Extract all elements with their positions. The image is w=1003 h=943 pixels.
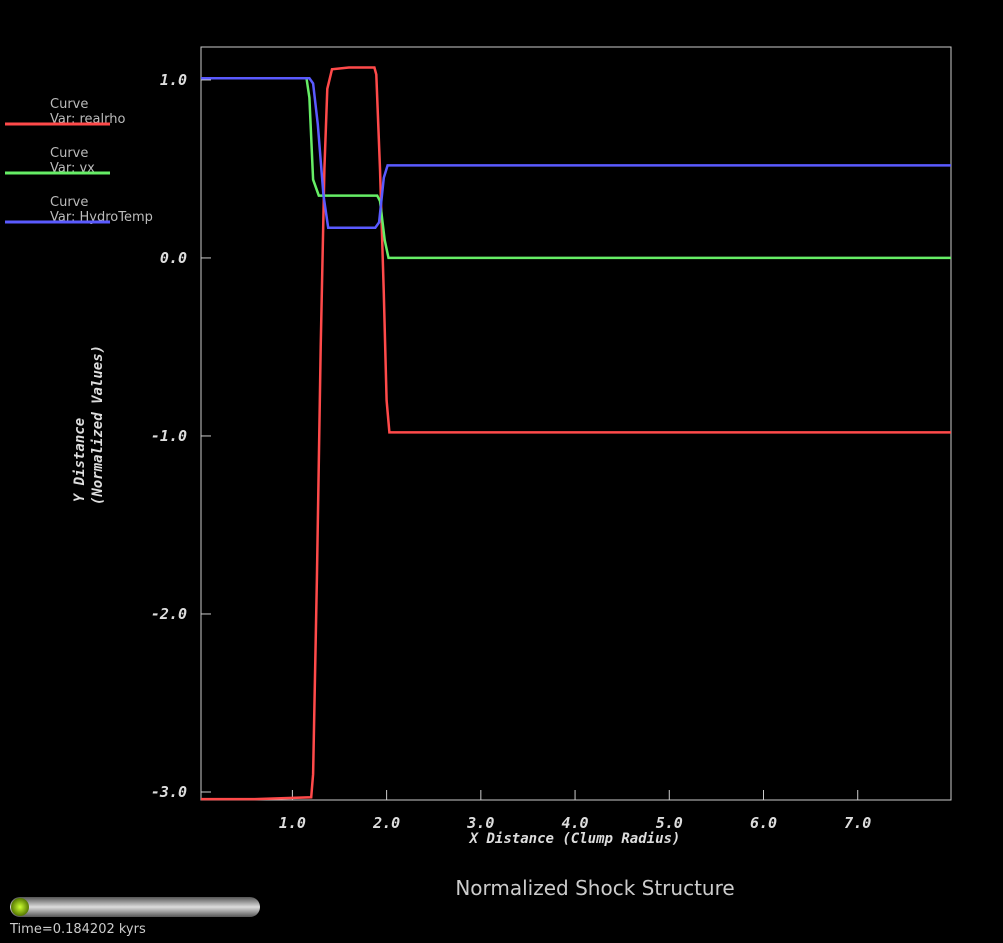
- x-tick-label: 7.0: [844, 814, 871, 832]
- chart-title: Normalized Shock Structure: [455, 876, 734, 900]
- y-tick-label: 1.0: [160, 71, 187, 89]
- time-slider[interactable]: [10, 897, 260, 917]
- y-tick-label: 0.0: [160, 249, 187, 267]
- x-tick-label: 5.0: [656, 814, 683, 832]
- x-tick-label: 4.0: [562, 814, 589, 832]
- curve: [201, 66, 951, 801]
- time-slider-knob[interactable]: [11, 898, 29, 916]
- y-axis-title: Y Distance (Normalized Values): [72, 345, 106, 505]
- time-label: Time=0.184202 kyrs: [9, 922, 146, 937]
- x-tick-label: 6.0: [750, 814, 777, 832]
- legend-title: Curve: [50, 195, 88, 210]
- y-tick-label: -2.0: [151, 605, 187, 623]
- legend-title: Curve: [50, 97, 88, 112]
- curve: [201, 76, 951, 229]
- y-axis-title-line: Y Distance: [72, 418, 88, 502]
- y-tick-label: -3.0: [151, 783, 187, 801]
- plot-frame: [200, 46, 952, 801]
- curve: [201, 76, 951, 260]
- y-axis-title-line: (Normalized Values): [90, 345, 106, 505]
- y-tick-label: -1.0: [151, 427, 187, 445]
- x-tick-label: 2.0: [372, 814, 400, 832]
- legend-title: Curve: [50, 146, 88, 161]
- x-axis-title: X Distance (Clump Radius): [469, 831, 681, 847]
- x-tick-label: 3.0: [466, 814, 494, 832]
- x-tick-label: 1.0: [279, 814, 306, 832]
